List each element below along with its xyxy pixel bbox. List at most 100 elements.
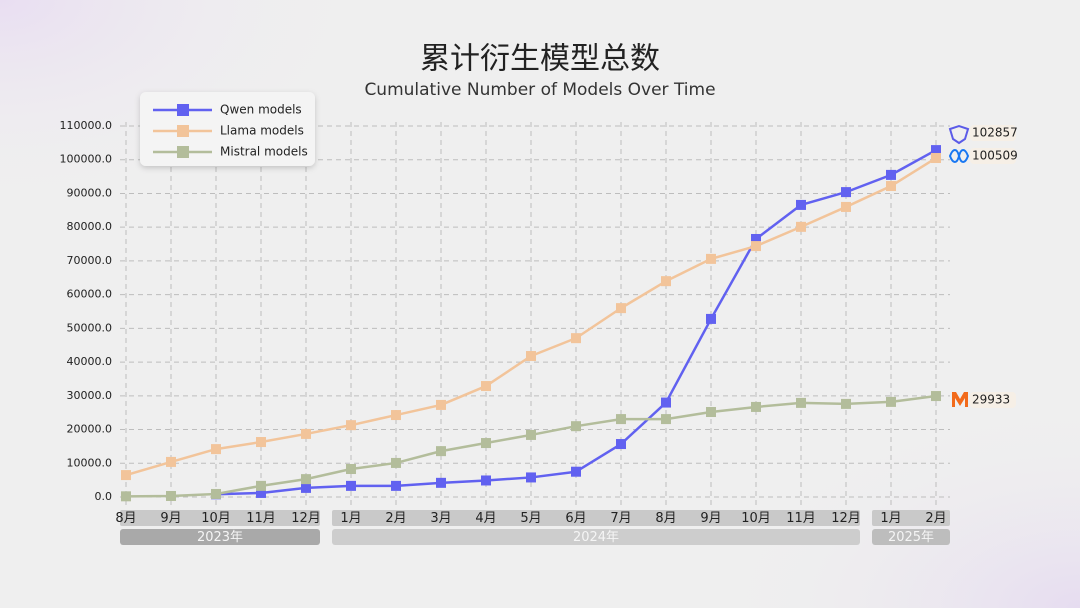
point-marker <box>166 456 176 467</box>
end-label-bg <box>970 125 1016 141</box>
point-marker <box>751 401 761 412</box>
legend-marker <box>177 104 189 116</box>
point-marker <box>751 233 761 244</box>
point-marker <box>886 181 896 192</box>
point-marker <box>796 199 806 210</box>
point-marker <box>436 399 446 410</box>
point-marker <box>706 313 716 324</box>
month-band <box>872 510 950 526</box>
point-marker <box>706 407 716 418</box>
y-tick-label: 100000.0 <box>60 153 113 166</box>
point-marker <box>121 470 131 481</box>
point-marker <box>841 201 851 212</box>
point-marker <box>706 253 716 264</box>
y-tick-label: 50000.0 <box>67 321 113 334</box>
point-marker <box>526 472 536 483</box>
x-tick-label: 11月 <box>246 511 276 526</box>
month-band <box>120 510 320 526</box>
qwen-icon <box>948 124 970 145</box>
point-marker <box>796 221 806 232</box>
legend-label: Qwen models <box>220 103 302 117</box>
point-marker <box>661 397 671 408</box>
point-marker <box>841 398 851 409</box>
point-marker <box>481 381 491 392</box>
y-tick-label: 30000.0 <box>67 389 113 402</box>
y-tick-label: 80000.0 <box>67 220 113 233</box>
point-marker <box>931 145 941 156</box>
point-marker <box>211 488 221 499</box>
point-marker <box>166 490 176 501</box>
x-tick-label: 10月 <box>201 511 231 526</box>
x-tick-label: 8月 <box>115 511 136 526</box>
point-marker <box>751 241 761 252</box>
year-label: 2025年 <box>888 530 934 545</box>
point-marker <box>616 303 626 314</box>
end-label: 102857 <box>972 126 1018 140</box>
y-tick-label: 40000.0 <box>67 355 113 368</box>
point-marker <box>526 429 536 440</box>
end-label-bg <box>970 392 1016 408</box>
point-marker <box>796 397 806 408</box>
y-tick-label: 70000.0 <box>67 254 113 267</box>
y-tick-label: 0.0 <box>95 490 113 503</box>
lines <box>121 145 941 502</box>
point-marker <box>931 153 941 164</box>
x-tick-label: 2月 <box>385 511 406 526</box>
legend-label: Llama models <box>220 124 304 138</box>
month-band <box>332 510 860 526</box>
x-tick-label: 9月 <box>160 511 181 526</box>
x-tick-label: 7月 <box>610 511 631 526</box>
x-tick-label: 10月 <box>741 511 771 526</box>
point-marker <box>481 475 491 486</box>
point-marker <box>931 391 941 402</box>
legend-marker <box>177 146 189 158</box>
year-band <box>872 529 950 545</box>
x-tick-label: 11月 <box>786 511 816 526</box>
point-marker <box>301 482 311 493</box>
mistral-icon <box>952 392 968 407</box>
point-marker <box>616 414 626 425</box>
year-label: 2023年 <box>197 530 243 545</box>
point-marker <box>886 396 896 407</box>
point-marker <box>301 474 311 485</box>
point-marker <box>346 420 356 431</box>
x-tick-label: 5月 <box>520 511 541 526</box>
point-marker <box>256 487 266 498</box>
point-marker <box>571 333 581 344</box>
point-marker <box>346 464 356 475</box>
x-tick-label: 2月 <box>925 511 946 526</box>
end-label: 29933 <box>972 393 1010 407</box>
point-marker <box>886 169 896 180</box>
point-marker <box>616 439 626 450</box>
x-tick-label: 4月 <box>475 511 496 526</box>
x-tick-label: 6月 <box>565 511 586 526</box>
point-marker <box>346 480 356 491</box>
point-marker <box>481 438 491 449</box>
axis: 0.0 10000.0 20000.0 30000.0 40000.0 50000.0 60… <box>60 119 950 545</box>
point-marker <box>211 444 221 455</box>
point-marker <box>256 437 266 448</box>
end-labels: 102857 100509 29933 <box>948 124 1018 408</box>
legend: Qwen models Llama models Mistral models <box>140 92 315 166</box>
point-marker <box>436 446 446 457</box>
y-tick-label: 110000.0 <box>60 119 113 132</box>
x-tick-label: 12月 <box>831 511 861 526</box>
x-tick-label: 3月 <box>430 511 451 526</box>
point-marker <box>436 477 446 488</box>
x-tick-label: 9月 <box>700 511 721 526</box>
y-tick-label: 60000.0 <box>67 288 113 301</box>
point-marker <box>526 351 536 362</box>
year-band <box>332 529 860 545</box>
x-tick-label: 8月 <box>655 511 676 526</box>
year-band <box>120 529 320 545</box>
year-label: 2024年 <box>573 530 619 545</box>
end-label-bg <box>970 148 1016 164</box>
point-marker <box>121 491 131 502</box>
y-tick-label: 90000.0 <box>67 186 113 199</box>
point-marker <box>391 410 401 421</box>
point-marker <box>391 457 401 468</box>
meta-icon <box>948 149 970 163</box>
x-tick-label: 12月 <box>291 511 321 526</box>
